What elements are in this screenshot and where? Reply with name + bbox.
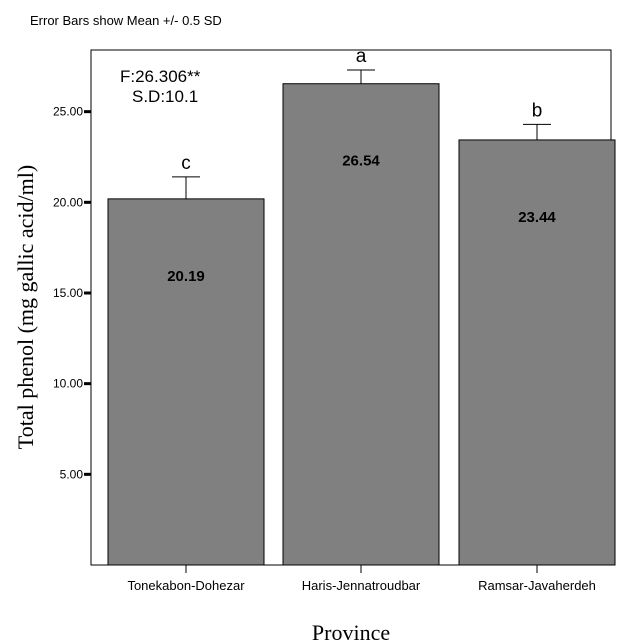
sd-annotation: S.D:10.1: [132, 87, 198, 106]
y-tick-label-4: 20.00: [53, 195, 83, 209]
y-tick-label-1: 5.00: [60, 467, 84, 481]
y-tick-label-2: 10.00: [53, 377, 83, 391]
bar-value-label-1: 20.19: [167, 268, 205, 285]
bar-value-label-2: 26.54: [342, 153, 380, 170]
y-tick-label-5: 25.00: [53, 105, 83, 119]
x-tick-label-3: Ramsar-Javaherdeh: [478, 578, 596, 593]
bar-value-label-3: 23.44: [518, 209, 556, 226]
bar-3: [458, 139, 616, 566]
y-tick-label-3: 15.00: [53, 286, 83, 300]
group-letter-2: a: [356, 46, 367, 67]
chart-subtitle: Error Bars show Mean +/- 0.5 SD: [30, 13, 222, 28]
group-letter-1: c: [181, 153, 191, 174]
x-tick-label-1: Tonekabon-Dohezar: [127, 578, 245, 593]
bar-1: [107, 198, 265, 566]
y-axis-title: Total phenol (mg gallic acid/ml): [13, 165, 38, 449]
x-tick-label-2: Haris-Jennatroudbar: [302, 578, 421, 593]
bar-2: [282, 83, 440, 566]
f-statistic-annotation: F:26.306**: [120, 67, 201, 86]
x-axis-title: Province: [312, 620, 390, 644]
group-letter-3: b: [532, 100, 543, 121]
